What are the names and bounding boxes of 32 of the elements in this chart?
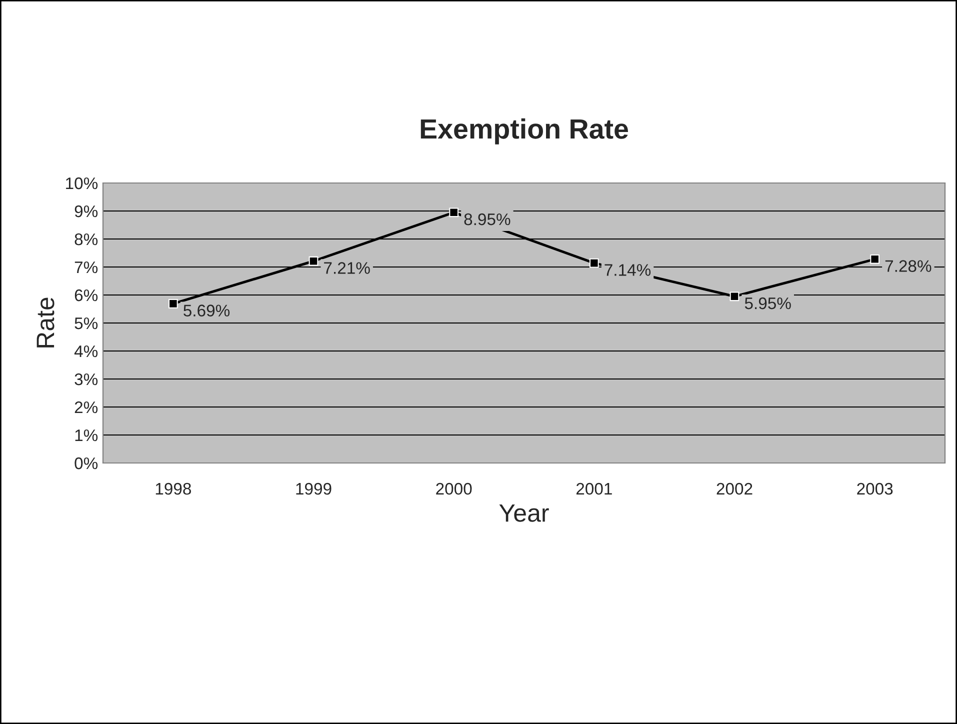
y-tick-label: 9% <box>74 205 98 218</box>
y-tick-label: 1% <box>75 429 98 442</box>
y-tick-label: 8% <box>74 233 98 246</box>
y-axis-title: Rate <box>36 298 54 348</box>
point <box>730 292 740 302</box>
chart-title: Exemption Rate <box>420 118 628 144</box>
point <box>308 256 318 266</box>
y-tick-label: 0% <box>74 457 98 470</box>
point <box>589 258 599 268</box>
x-tick-label: 2000 <box>436 482 472 495</box>
x-axis-title: Year <box>499 504 549 522</box>
x-tick-label: 1998 <box>156 482 191 495</box>
y-tick-label: 7% <box>74 261 98 274</box>
y-tick-label: 4% <box>74 345 98 358</box>
data-label: 7.14% <box>604 264 651 276</box>
y-tick-label: 6% <box>74 289 98 302</box>
data-label: 7.21% <box>324 262 370 274</box>
data-label: 5.95% <box>744 297 791 310</box>
y-tick-label: 10% <box>66 177 98 190</box>
data-label: 7.28% <box>885 260 932 272</box>
point <box>168 298 178 308</box>
data-label: 8.95% <box>464 213 510 226</box>
y-tick-label: 5% <box>74 317 98 330</box>
point <box>449 208 459 218</box>
x-tick-label: 2001 <box>576 482 612 495</box>
y-tick-label: 2% <box>74 401 98 414</box>
point <box>870 254 880 264</box>
data-label: 5.69% <box>184 304 230 316</box>
x-tick-label: 1999 <box>296 482 332 495</box>
y-tick-label: 3% <box>74 373 98 386</box>
x-tick-label: 2002 <box>716 482 752 495</box>
x-tick-label: 2003 <box>857 482 893 495</box>
